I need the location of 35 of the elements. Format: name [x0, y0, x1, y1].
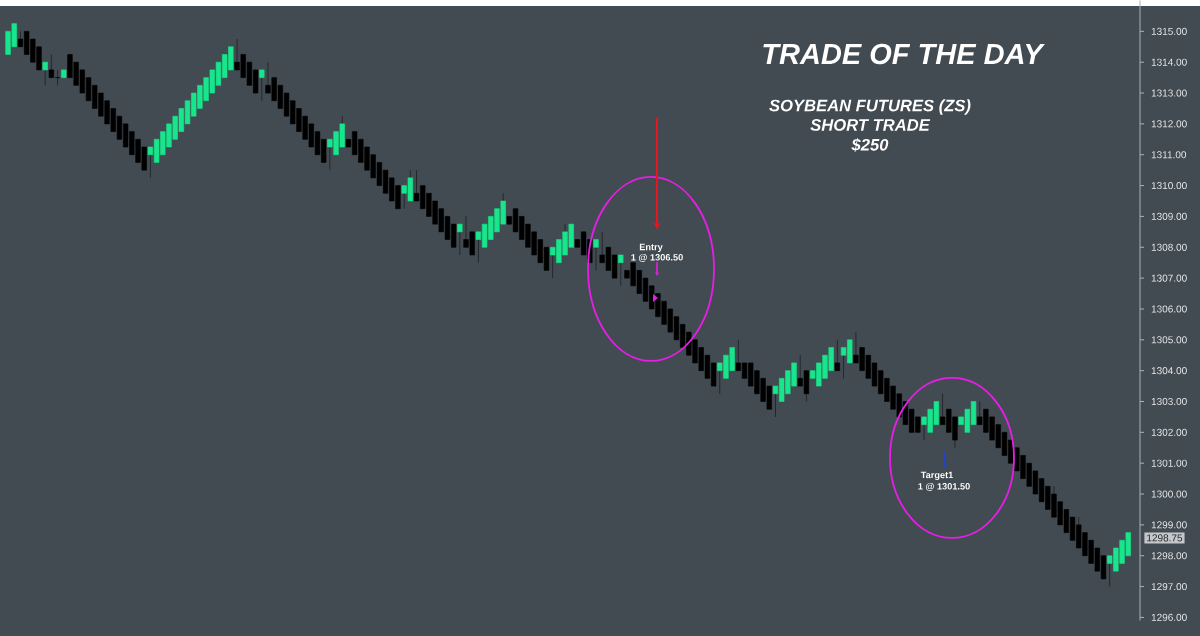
y-tick-label: 1302.00 [1151, 428, 1187, 436]
annotation: SHORT TRADE [810, 119, 931, 131]
annotation: 1 @ 1306.50 [631, 253, 683, 262]
y-tick-label: 1315.00 [1151, 27, 1187, 35]
y-tick-label: 1313.00 [1151, 89, 1187, 97]
y-tick-label: 1314.00 [1151, 58, 1187, 66]
y-tick-label: 1312.00 [1151, 120, 1187, 128]
annotation: Entry [639, 243, 663, 253]
candlestick [259, 69, 265, 102]
candlestick [618, 254, 624, 287]
y-tick-label: 1300.00 [1151, 490, 1187, 498]
text: TRADE OF THE DAY [763, 43, 1045, 65]
y-tick-label: 1308.00 [1151, 243, 1187, 251]
y-tick-label: 1307.00 [1151, 274, 1187, 282]
y-tick-label: 1303.00 [1151, 397, 1187, 406]
annotation: 1 @ 1301.50 [918, 482, 970, 491]
text: SOYBEAN FUTURES (ZS) [769, 99, 971, 115]
text: 1298.75 [1147, 534, 1183, 542]
candlestick [593, 239, 599, 271]
y-tick-label: 1301.00 [1151, 459, 1187, 467]
candlestick [834, 339, 841, 372]
y-tick-label: 1311.00 [1151, 151, 1187, 159]
candlestick [42, 61, 48, 86]
annotation: Target1 [920, 471, 954, 481]
candlestick [457, 223, 463, 256]
y-tick-label: 1309.00 [1151, 212, 1187, 220]
y-tick-label: 1296.00 [1151, 613, 1187, 621]
y-tick-label: 1310.00 [1151, 182, 1187, 190]
y-tick-label: 1304.00 [1151, 367, 1187, 375]
annotation: $250 [851, 138, 889, 152]
y-tick-label: 1306.00 [1151, 305, 1187, 313]
y-tick-label: 1305.00 [1151, 336, 1187, 344]
y-tick-label: 1298.00 [1151, 552, 1187, 560]
y-tick-label: 1299.00 [1151, 521, 1187, 529]
y-tick-label: 1297.00 [1151, 583, 1187, 591]
